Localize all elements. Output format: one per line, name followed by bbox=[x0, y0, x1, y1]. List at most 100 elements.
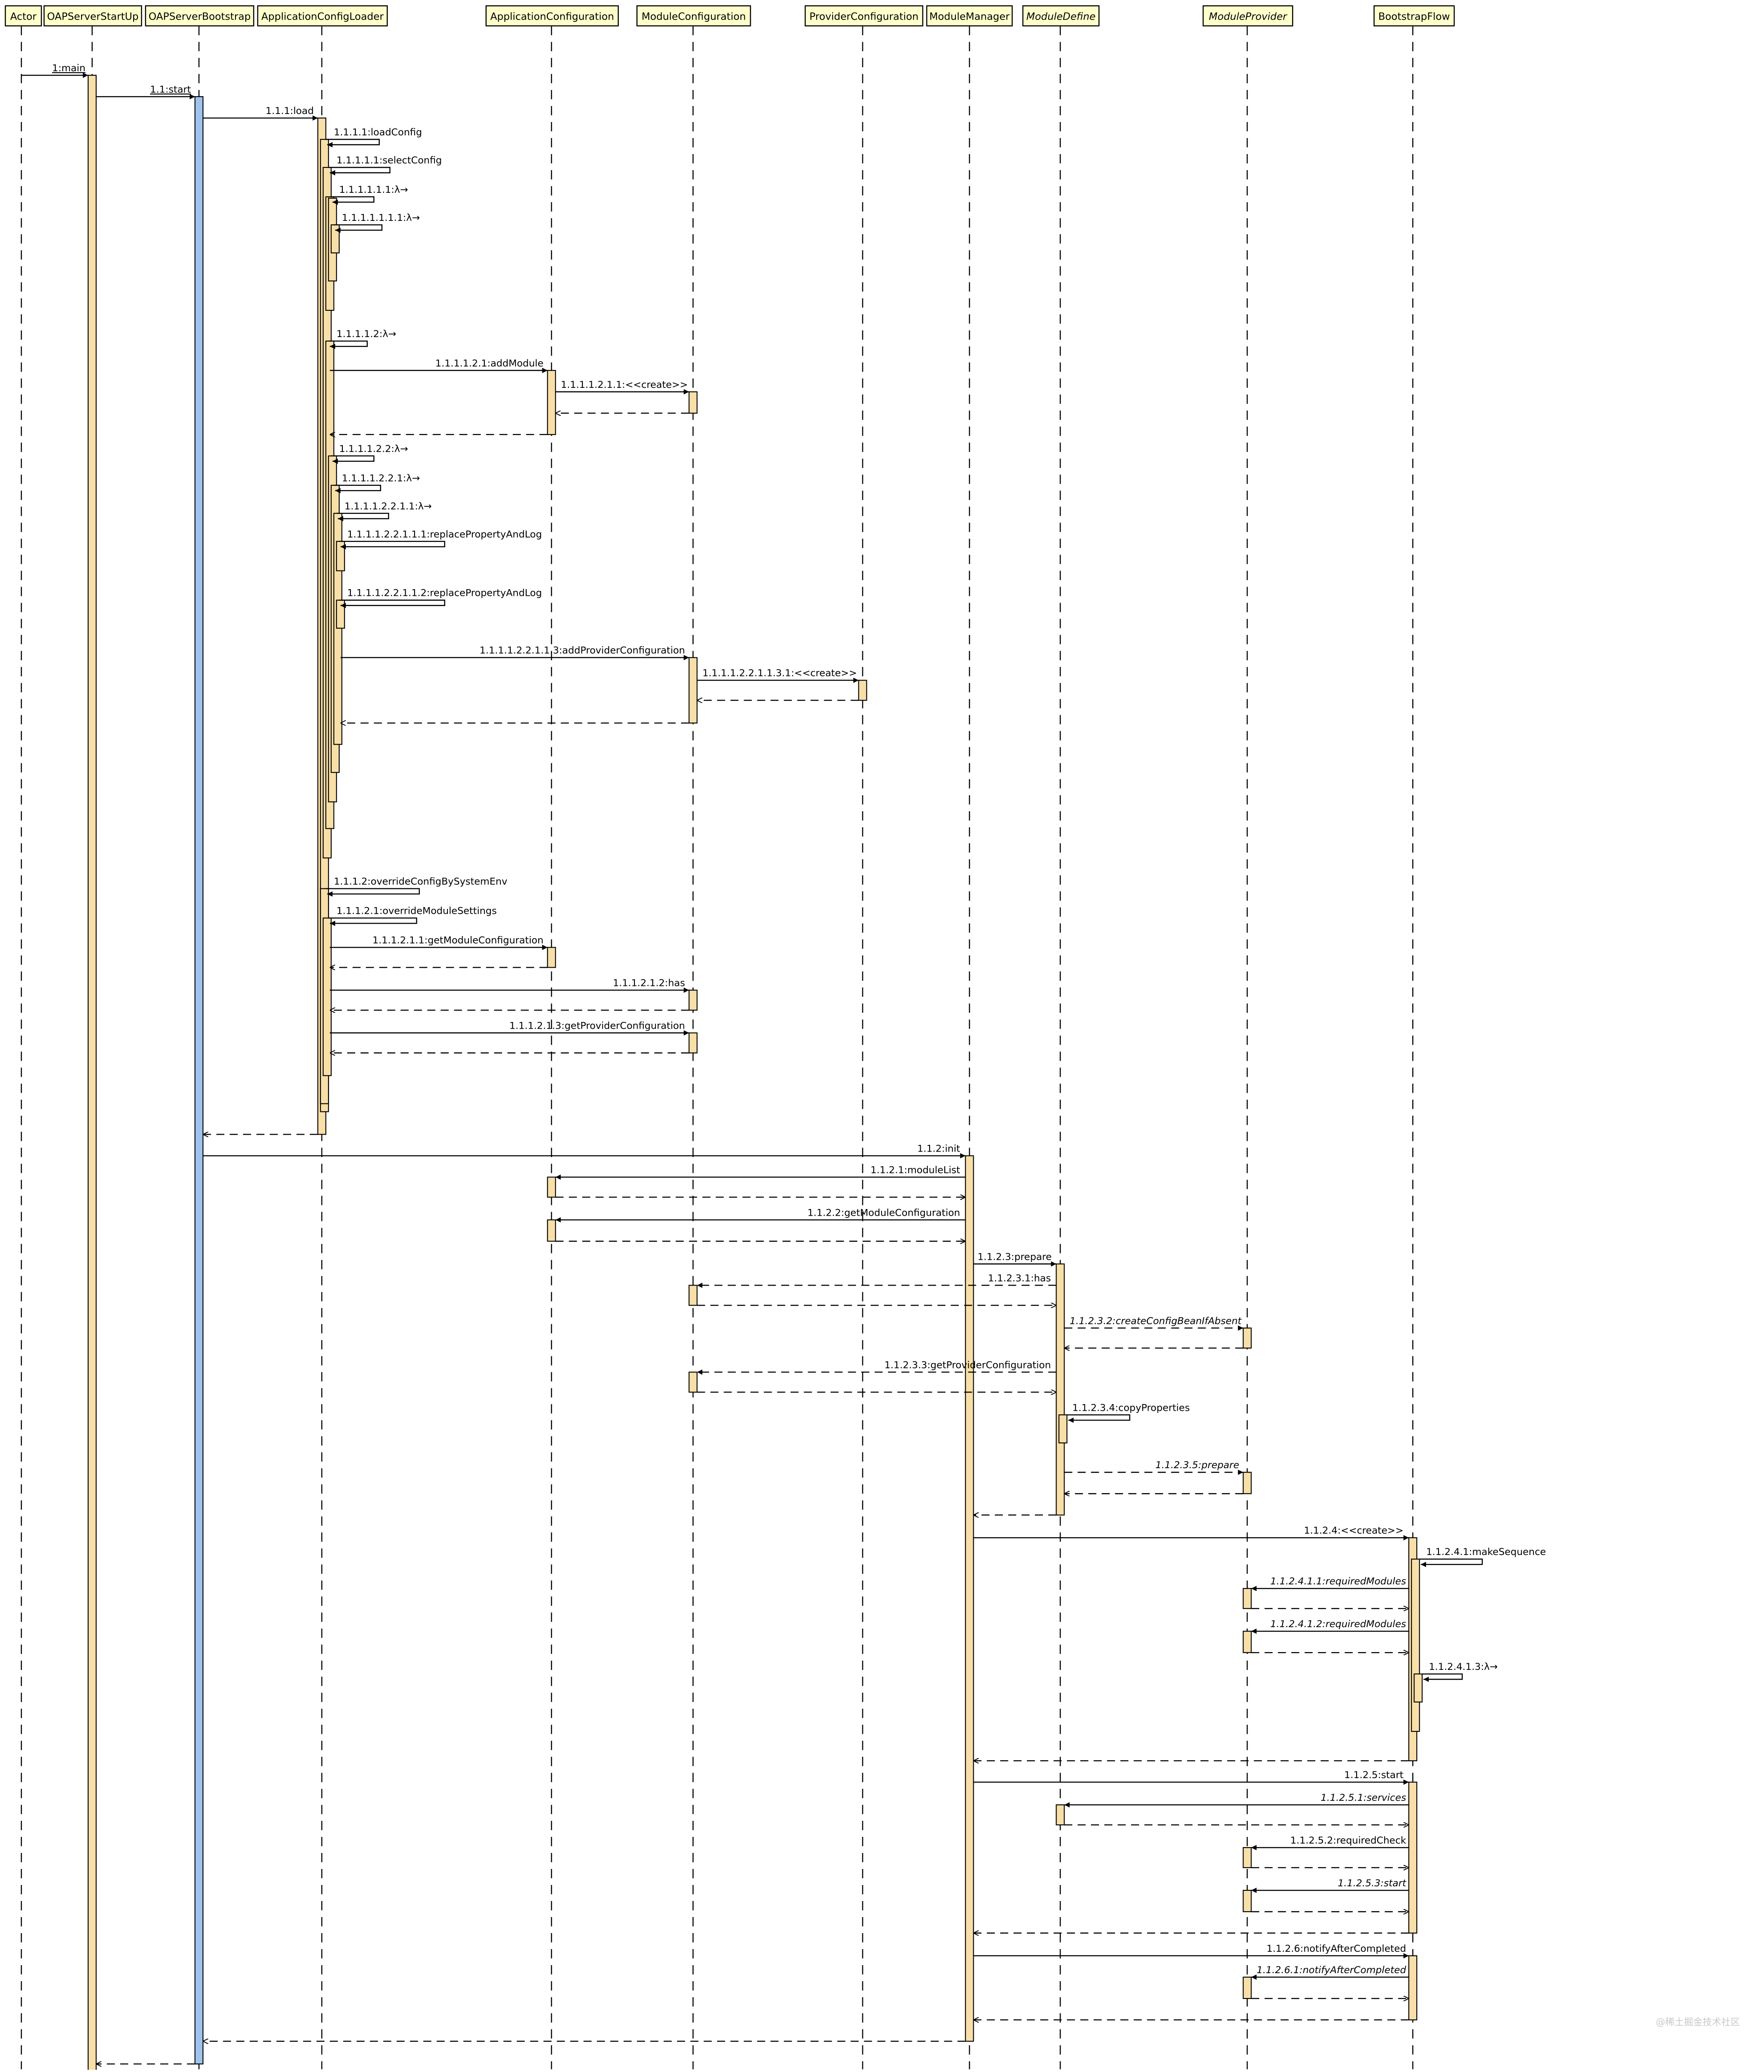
message-label: 1.1.1.1.2:λ→ bbox=[337, 329, 396, 340]
message-label: 1.1.2.3:prepare bbox=[977, 1251, 1052, 1262]
message-label: 1.1.2.5.1:services bbox=[1321, 1792, 1406, 1803]
participant-label-flow: BootstrapFlow bbox=[1378, 11, 1450, 23]
activation-bar-bootstrap-1 bbox=[194, 96, 203, 2064]
activation-bar-flow-33 bbox=[1411, 1559, 1420, 1732]
participant-box-modprov bbox=[1203, 5, 1293, 27]
message-label: 1.1.1.1.2.1.1:<<create>> bbox=[561, 379, 688, 391]
message-label: 1.1.1.1.2.2.1.1:λ→ bbox=[345, 501, 432, 512]
message-m56: 1.1.2.5.1:services bbox=[1064, 1792, 1409, 1808]
message-label: 1.1.2.4.1.3:λ→ bbox=[1429, 1661, 1498, 1673]
activation-bar-modconf-29 bbox=[688, 1372, 698, 1393]
message-label: 1.1.1.2.1.1:getModuleConfiguration bbox=[373, 935, 544, 946]
activation-bar-modprov-42 bbox=[1243, 1976, 1252, 1999]
activation-bar-flow-41 bbox=[1408, 1955, 1418, 2020]
self-message-arrow bbox=[336, 513, 389, 521]
participant-box-provconf bbox=[805, 5, 923, 27]
message-label: 1:main bbox=[52, 63, 85, 74]
message-m53: 1.1.2.4.1.3:λ→ bbox=[1422, 1661, 1498, 1682]
self-message-arrow bbox=[325, 138, 380, 148]
participant-label-startup: OAPServerStartUp bbox=[47, 11, 139, 23]
message-m4: 1.1.1.1:loadConfig bbox=[325, 127, 422, 148]
message-label: 1.1.2.3.5:prepare bbox=[1155, 1460, 1239, 1471]
activation-bar-modprov-39 bbox=[1243, 1847, 1252, 1868]
message-m10: 1.1.1.1.2.1.1:<<create>> bbox=[555, 379, 689, 395]
self-message-arrow bbox=[328, 917, 417, 926]
message-m7: 1.1.1.1.1.1.1:λ→ bbox=[333, 212, 420, 233]
message-m49: 1.1.2.4.1.1:requiredModules bbox=[1251, 1576, 1409, 1592]
message-label: 1.1.1.1.2.2.1:λ→ bbox=[342, 473, 420, 484]
activation-bar-modprov-34 bbox=[1243, 1588, 1252, 1609]
activation-bar-moddef-26 bbox=[1056, 1263, 1065, 1516]
activation-bar-modconf-20 bbox=[688, 989, 698, 1011]
message-m8: 1.1.1.1.2:λ→ bbox=[328, 329, 396, 349]
message-m37: 1.1.2.3.1:has bbox=[697, 1273, 1057, 1288]
message-label: 1.1.2.3.2:createConfigBeanIfAbsent bbox=[1069, 1315, 1242, 1327]
message-m55: 1.1.2.5:start bbox=[973, 1770, 1409, 1785]
participant-box-flow bbox=[1374, 5, 1455, 27]
message-label: 1.1.1.1.2.2.1.1.3:addProviderConfigurati… bbox=[480, 645, 685, 656]
self-message-arrow bbox=[1067, 1414, 1130, 1423]
participant-label-bootstrap: OAPServerBootstrap bbox=[149, 11, 251, 23]
message-m9: 1.1.1.1.2.1:addModule bbox=[329, 358, 548, 373]
activation-bar-modprov-28 bbox=[1243, 1327, 1252, 1349]
message-label: 1.1.1.1.1:selectConfig bbox=[337, 155, 442, 166]
self-message-arrow bbox=[339, 599, 445, 608]
message-label: 1.1.1:load bbox=[266, 106, 314, 117]
message-label: 1.1.1.1.1.1.1:λ→ bbox=[342, 212, 420, 224]
self-message-arrow bbox=[333, 484, 381, 493]
activation-bar-moddef-38 bbox=[1056, 1804, 1065, 1826]
message-m31: 1.1.2:init bbox=[203, 1143, 966, 1159]
activation-bar-appconf-17 bbox=[547, 947, 556, 968]
message-label: 1.1.1.1.2.2.1.1.1:replacePropertyAndLog bbox=[347, 529, 542, 540]
message-label: 1.1.2:init bbox=[917, 1143, 960, 1154]
activation-bar-loader-7 bbox=[330, 224, 340, 253]
message-m39: 1.1.2.3.2:createConfigBeanIfAbsent bbox=[1064, 1315, 1244, 1331]
message-m22: 1.1.1.2:overrideConfigBySystemEnv bbox=[325, 876, 508, 897]
message-m63: 1.1.2.6:notifyAfterCompleted bbox=[973, 1943, 1409, 1958]
message-label: 1.1.1.2.1.3:getProviderConfiguration bbox=[509, 1021, 685, 1032]
message-label: 1.1.2.4.1:makeSequence bbox=[1426, 1547, 1546, 1558]
activation-bar-flow-36 bbox=[1414, 1673, 1423, 1703]
message-m5: 1.1.1.1.1:selectConfig bbox=[328, 155, 442, 175]
participant-box-appconf bbox=[485, 5, 619, 27]
message-label: 1.1.2.3.3:getProviderConfiguration bbox=[884, 1360, 1051, 1371]
message-m1: 1:main bbox=[21, 63, 88, 78]
self-message-arrow bbox=[328, 167, 390, 175]
participant-label-modprov: ModuleProvider bbox=[1209, 11, 1288, 23]
activation-bar-modprov-35 bbox=[1243, 1631, 1252, 1653]
activation-bar-loader-13 bbox=[336, 599, 345, 629]
message-m60: 1.1.2.5.3:start bbox=[1251, 1878, 1409, 1893]
activation-bar-modconf-21 bbox=[688, 1032, 698, 1054]
self-message-arrow bbox=[328, 340, 368, 349]
activation-bar-loader-12 bbox=[336, 541, 345, 571]
participant-label-modconf: ModuleConfiguration bbox=[642, 11, 746, 23]
participant-label-appconf: ApplicationConfiguration bbox=[490, 11, 614, 23]
message-label: 1.1.1.1.2.2:λ→ bbox=[339, 444, 408, 455]
message-m19: 1.1.1.1.2.2.1.1.3.1:<<create>> bbox=[697, 668, 859, 683]
message-label: 1.1.1.1.2.1:addModule bbox=[435, 358, 544, 369]
activation-bar-modconf-19 bbox=[688, 657, 698, 724]
message-m6: 1.1.1.1.1.1:λ→ bbox=[331, 184, 408, 205]
message-label: 1.1.1.1:loadConfig bbox=[334, 127, 422, 138]
message-m58: 1.1.2.5.2:requiredCheck bbox=[1251, 1835, 1409, 1851]
message-m16: 1.1.1.1.2.2.1.1.1:replacePropertyAndLog bbox=[339, 529, 542, 550]
message-m17: 1.1.1.1.2.2.1.1.2:replacePropertyAndLog bbox=[339, 588, 542, 608]
participant-box-loader bbox=[257, 5, 388, 27]
message-m13: 1.1.1.1.2.2:λ→ bbox=[331, 444, 408, 464]
activation-bar-appconf-24 bbox=[547, 1176, 556, 1198]
activation-bar-appconf-25 bbox=[547, 1219, 556, 1242]
participant-label-moddef: ModuleDefine bbox=[1026, 11, 1096, 23]
message-m28: 1.1.1.2.1.3:getProviderConfiguration bbox=[329, 1021, 689, 1036]
message-label: 1.1.2.3.1:has bbox=[988, 1273, 1051, 1284]
message-m36: 1.1.2.3:prepare bbox=[973, 1251, 1057, 1267]
message-label: 1.1.1.2.1.2:has bbox=[613, 978, 685, 989]
message-m51: 1.1.2.4.1.2:requiredModules bbox=[1251, 1619, 1409, 1634]
activation-bar-moddef-30 bbox=[1058, 1414, 1068, 1444]
self-message-arrow bbox=[333, 224, 382, 233]
message-m44: 1.1.2.3.5:prepare bbox=[1064, 1460, 1244, 1475]
participant-box-startup bbox=[43, 5, 142, 27]
message-label: 1.1.2.4.1.1:requiredModules bbox=[1270, 1576, 1406, 1587]
message-m14: 1.1.1.1.2.2.1:λ→ bbox=[333, 473, 420, 493]
activation-bar-loader-15 bbox=[322, 917, 332, 1076]
self-message-arrow bbox=[339, 541, 445, 550]
